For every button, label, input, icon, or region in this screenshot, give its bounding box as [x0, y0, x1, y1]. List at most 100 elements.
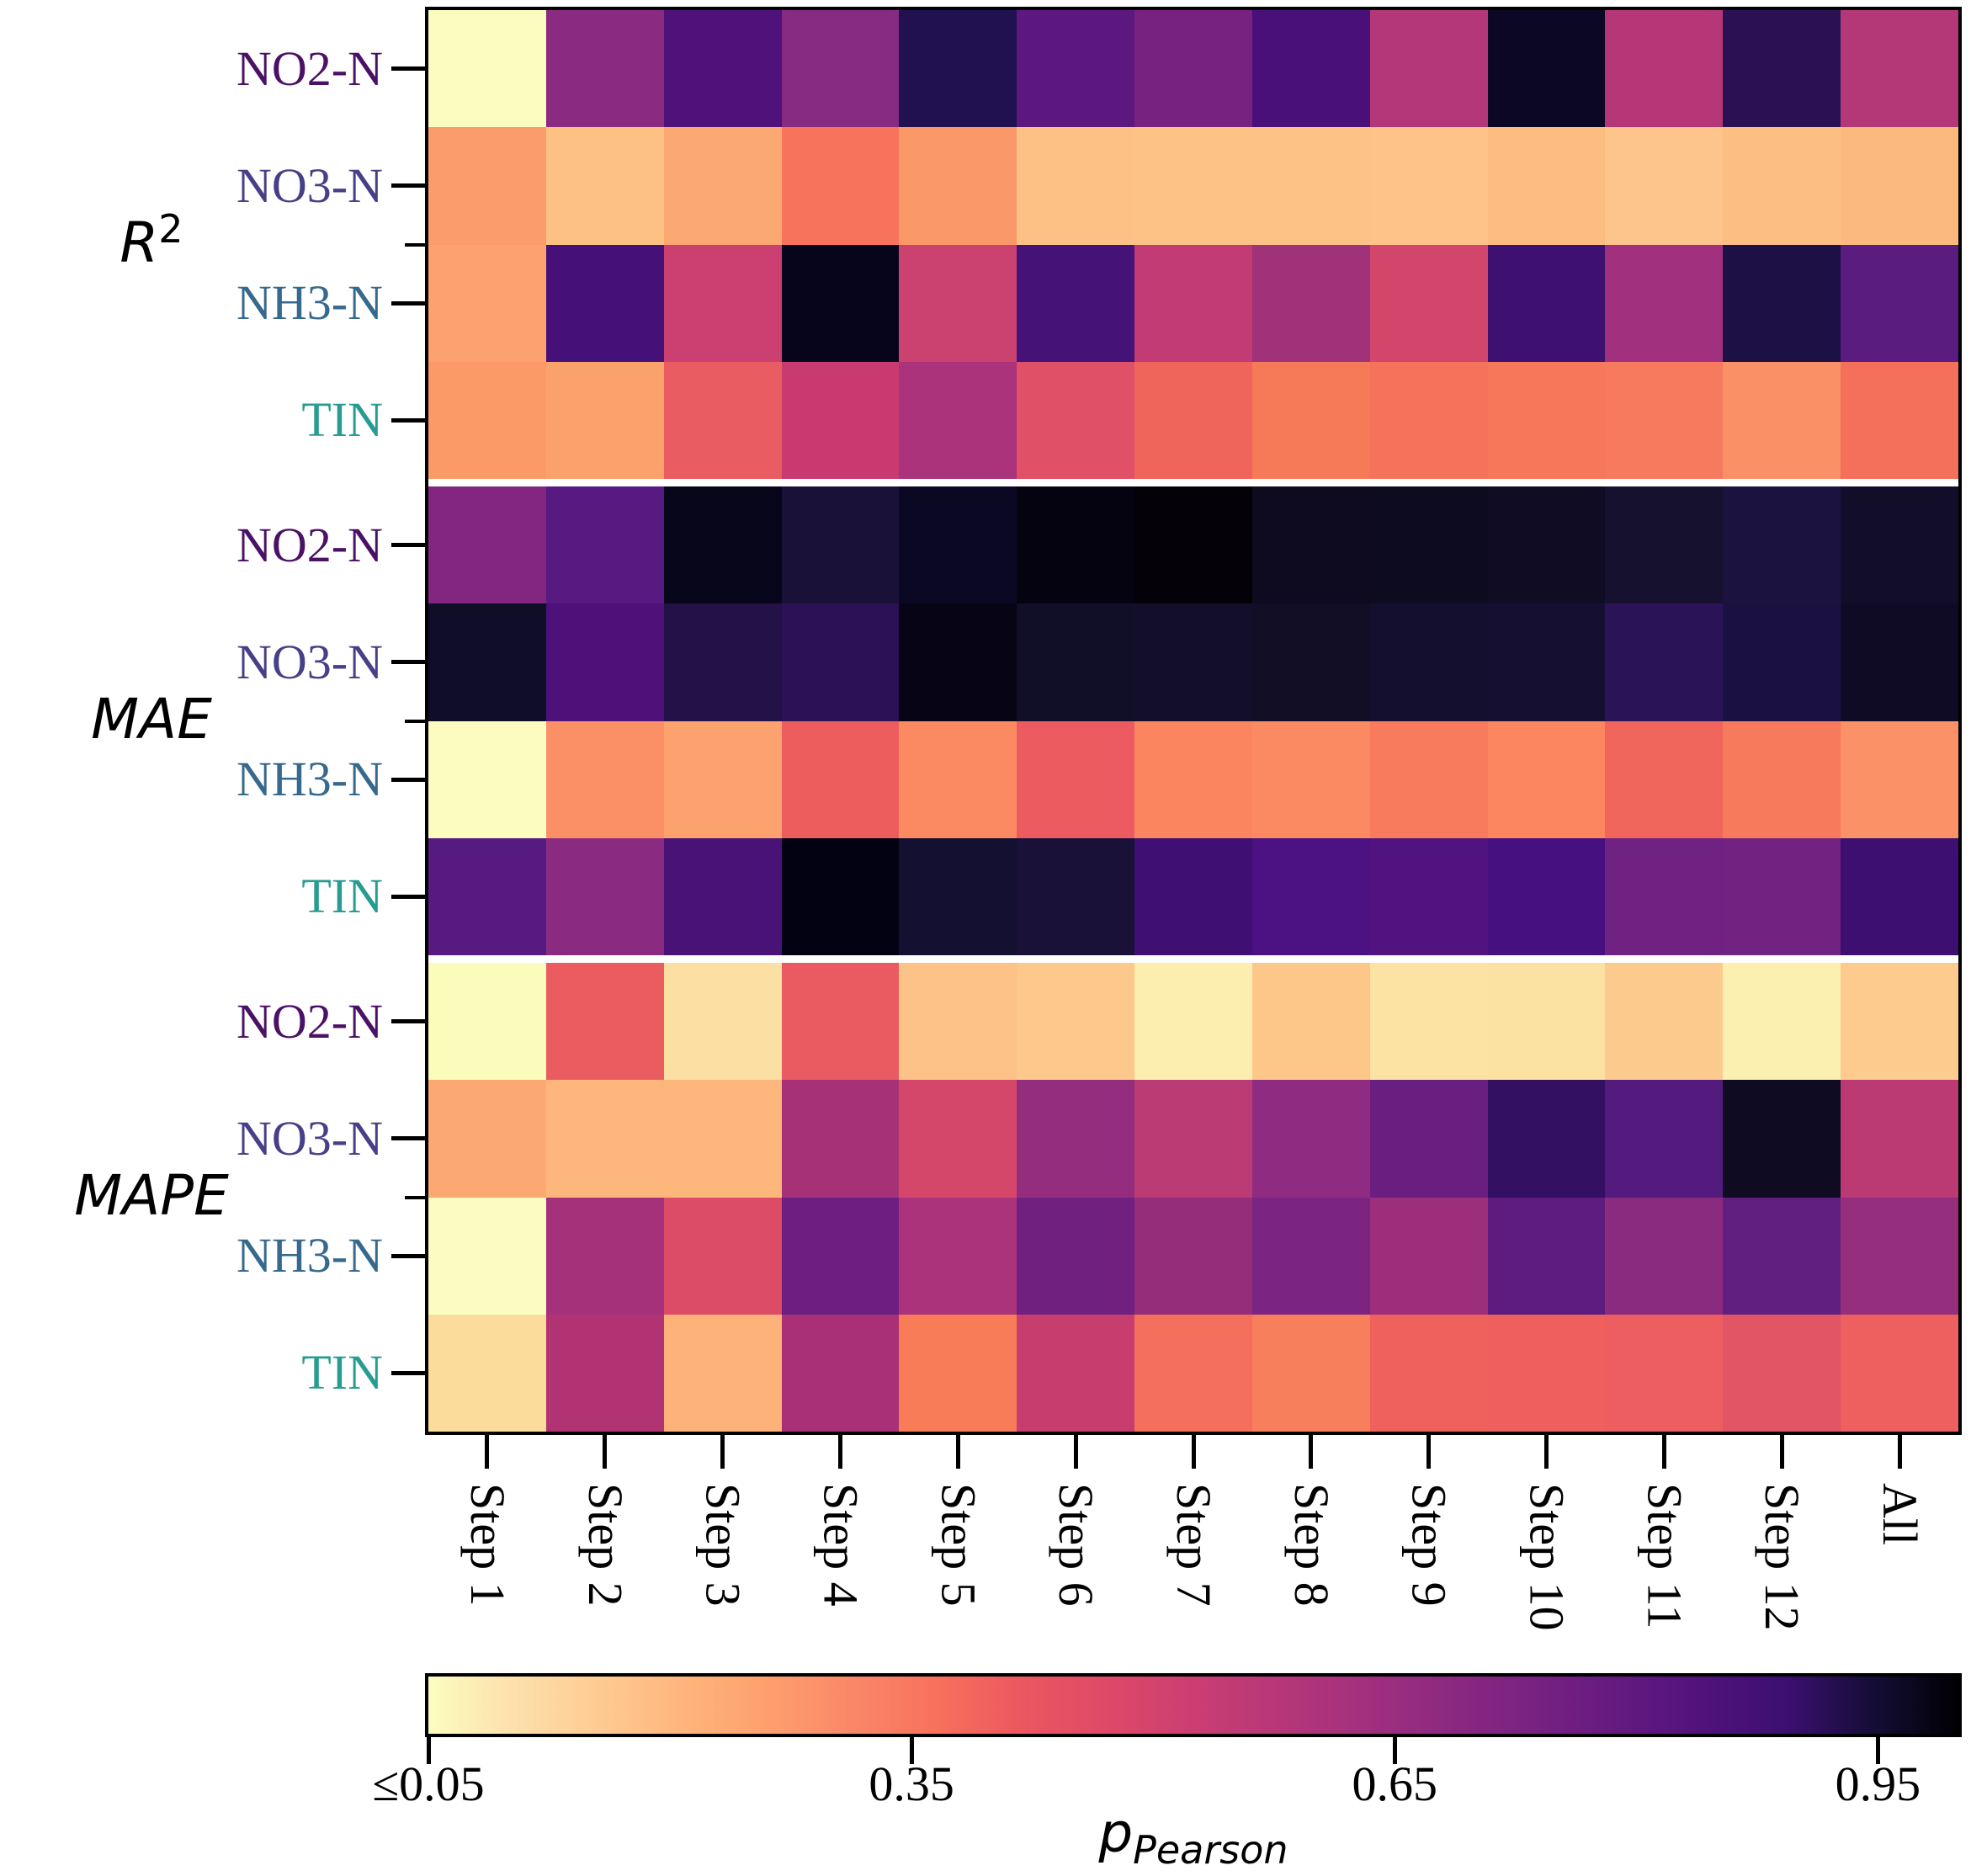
heatmap-cell: [1369, 10, 1488, 128]
heatmap-cell: [781, 244, 900, 362]
heatmap-cell: [1134, 127, 1252, 245]
heatmap-cell: [1134, 1197, 1252, 1315]
heatmap-cell: [899, 244, 1017, 362]
heatmap-cell: [1134, 1080, 1252, 1198]
heatmap-cell: [1369, 244, 1488, 362]
x-label-step-7: Step 7: [1166, 1483, 1221, 1607]
x-label-step-3: Step 3: [695, 1483, 751, 1607]
heatmap-cell: [1369, 486, 1488, 604]
y-axis-tick: [391, 660, 425, 665]
heatmap-cell: [781, 603, 900, 721]
heatmap-cell: [1723, 10, 1841, 128]
heatmap-cell: [1369, 1197, 1488, 1315]
heatmap-cell: [663, 963, 782, 1081]
heatmap-cell: [1723, 837, 1841, 955]
x-label-step-1: Step 1: [460, 1483, 515, 1607]
heatmap-cell: [545, 486, 664, 604]
heatmap-cell: [781, 1080, 900, 1198]
heatmap-cell: [781, 10, 900, 128]
heatmap-cell: [1017, 720, 1135, 838]
heatmap-cell: [428, 1314, 546, 1432]
heatmap-cell: [1017, 1197, 1135, 1315]
group-label-mae: MAE: [91, 686, 212, 752]
heatmap-cell: [899, 10, 1017, 128]
heatmap-cell: [1251, 1314, 1370, 1432]
heatmap-cell: [428, 1080, 546, 1198]
row-label-tin: TIN: [301, 1345, 383, 1400]
heatmap-cell: [1251, 603, 1370, 721]
heatmap-cell: [1841, 1197, 1958, 1315]
colorbar-tick-label: 0.65: [1352, 1756, 1437, 1811]
heatmap-cell: [545, 1197, 664, 1315]
row-label-nh3-n: NH3-N: [236, 275, 383, 331]
row-label-no3-n: NO3-N: [236, 157, 383, 213]
heatmap-cell: [1605, 1314, 1724, 1432]
y-axis-group-tick: [405, 719, 425, 723]
heatmap-cell: [1017, 1314, 1135, 1432]
group-label-mape: MAPE: [74, 1162, 229, 1228]
x-axis-tick: [1073, 1435, 1078, 1469]
heatmap-cell: [1369, 361, 1488, 479]
heatmap-cell: [1605, 963, 1724, 1081]
heatmap-cell: [1369, 603, 1488, 721]
heatmap-cell: [545, 127, 664, 245]
x-label-step-8: Step 8: [1283, 1483, 1339, 1607]
heatmap-cell: [1723, 1314, 1841, 1432]
heatmap-cell: [428, 963, 546, 1081]
heatmap-cell: [899, 1197, 1017, 1315]
heatmap-cell: [663, 1314, 782, 1432]
heatmap-cell: [1605, 10, 1724, 128]
heatmap-cell: [1841, 127, 1958, 245]
heatmap-cell: [1369, 1314, 1488, 1432]
heatmap-cell: [1605, 127, 1724, 245]
heatmap-cell: [545, 720, 664, 838]
colorbar-tick-label: 0.95: [1835, 1756, 1921, 1811]
heatmap-cell: [1017, 963, 1135, 1081]
colorbar-tick: [1875, 1734, 1880, 1764]
heatmap-cell: [1841, 244, 1958, 362]
heatmap-cell: [1251, 720, 1370, 838]
heatmap-cell: [1251, 361, 1370, 479]
x-label-step-2: Step 2: [577, 1483, 633, 1607]
heatmap-cell: [663, 486, 782, 604]
row-label-no2-n: NO2-N: [236, 40, 383, 96]
heatmap-cell: [1723, 1080, 1841, 1198]
heatmap-cell: [428, 603, 546, 721]
heatmap-cell: [545, 1080, 664, 1198]
heatmap-cell: [1487, 1080, 1606, 1198]
heatmap-cell: [1251, 1197, 1370, 1315]
row-label-no2-n: NO2-N: [236, 517, 383, 572]
colorbar-tick-label: ≤0.05: [372, 1756, 485, 1811]
heatmap-cell: [545, 837, 664, 955]
heatmap-cell: [1605, 837, 1724, 955]
colorbar-label-subscript: Pearson: [1133, 1827, 1288, 1873]
heatmap-cell: [545, 603, 664, 721]
heatmap-cell: [1487, 1314, 1606, 1432]
y-axis-tick: [391, 1019, 425, 1024]
colorbar-label-symbol: p: [1098, 1803, 1134, 1865]
heatmap-cell: [899, 1080, 1017, 1198]
heatmap-cell: [1487, 361, 1606, 479]
heatmap-cell: [663, 127, 782, 245]
heatmap-cell: [663, 1080, 782, 1198]
heatmap-cell: [1841, 837, 1958, 955]
row-label-no3-n: NO3-N: [236, 1110, 383, 1166]
heatmap-cell: [1487, 720, 1606, 838]
x-axis-tick: [1191, 1435, 1196, 1469]
x-axis-tick: [603, 1435, 608, 1469]
heatmap-cell: [1605, 486, 1724, 604]
x-axis-tick: [1779, 1435, 1784, 1469]
y-axis-tick: [391, 183, 425, 189]
row-label-nh3-n: NH3-N: [236, 752, 383, 807]
heatmap-cell: [428, 837, 546, 955]
y-axis-tick: [391, 894, 425, 899]
heatmap-cell: [899, 361, 1017, 479]
heatmap-cell: [1723, 244, 1841, 362]
heatmap-cell: [899, 486, 1017, 604]
heatmap-cell: [1369, 720, 1488, 838]
heatmap-cell: [1487, 603, 1606, 721]
heatmap-cell: [1134, 720, 1252, 838]
x-label-step-12: Step 12: [1755, 1483, 1810, 1631]
heatmap-cell: [428, 10, 546, 128]
